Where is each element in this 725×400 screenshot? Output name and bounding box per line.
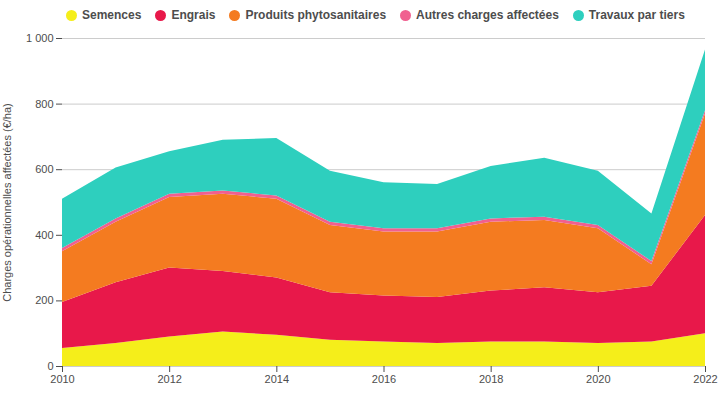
svg-text:2016: 2016: [372, 373, 396, 385]
svg-text:400: 400: [35, 229, 53, 241]
svg-text:2022: 2022: [693, 373, 717, 385]
html-text:Engrais: Engrais: [171, 8, 216, 22]
svg-text:0: 0: [47, 360, 53, 372]
html-text:Produits phytosanitaires: Produits phytosanitaires: [245, 8, 387, 22]
html-text:Autres charges affectées: Autres charges affectées: [416, 8, 559, 22]
svg-text:800: 800: [35, 98, 53, 110]
svg-text:Charges opérationnelles affect: Charges opérationnelles affectées (€/ha): [1, 103, 13, 302]
html-text:Semences: Semences: [82, 8, 142, 22]
svg-text:200: 200: [35, 294, 53, 306]
html-text:Travaux par tiers: Travaux par tiers: [588, 8, 685, 22]
svg-text:2010: 2010: [50, 373, 74, 385]
svg-text:1 000: 1 000: [26, 32, 54, 44]
svg-text:2014: 2014: [265, 373, 289, 385]
svg-text:2012: 2012: [157, 373, 181, 385]
svg-text:2018: 2018: [479, 373, 503, 385]
svg-text:2020: 2020: [586, 373, 610, 385]
svg-text:600: 600: [35, 163, 53, 175]
